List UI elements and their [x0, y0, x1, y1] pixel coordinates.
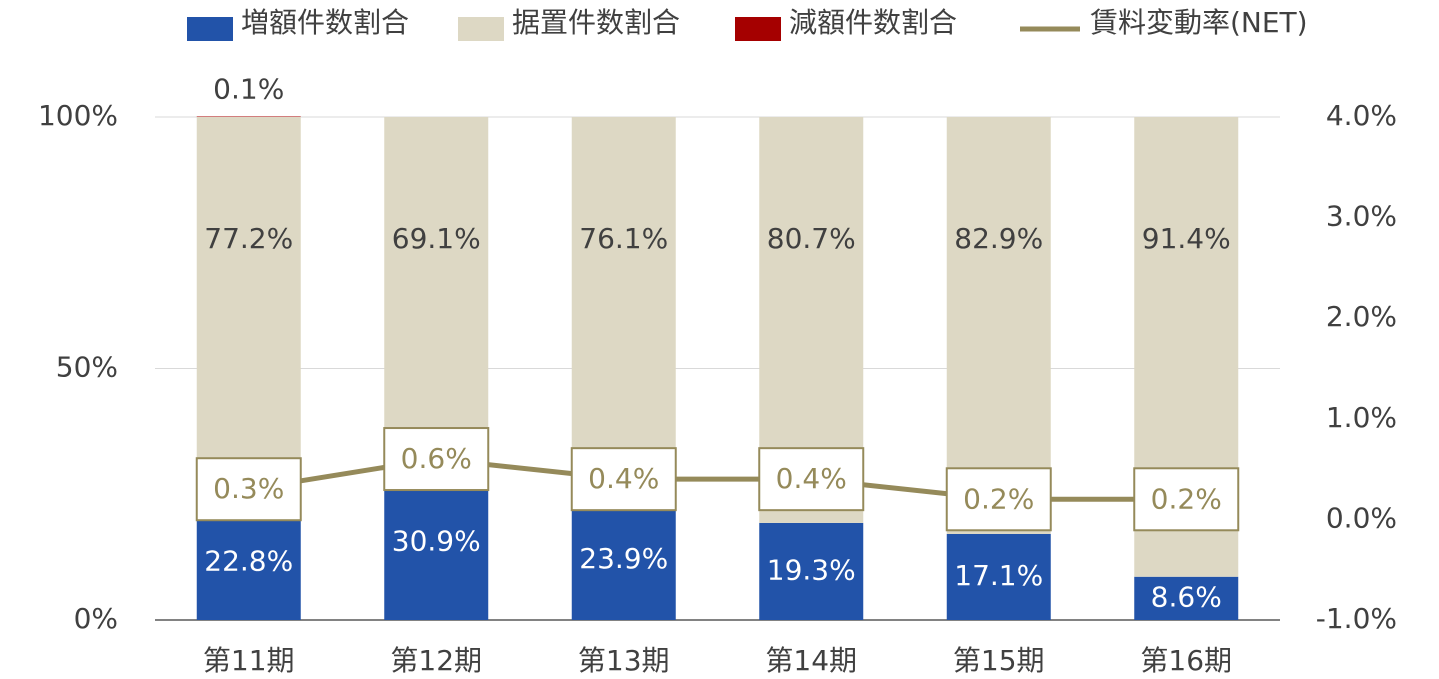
data-label: 91.4%: [1142, 222, 1231, 255]
bar-segment: [759, 522, 864, 620]
bar-segment: [196, 505, 301, 620]
data-label: 82.9%: [954, 222, 1043, 255]
legend-label: 減額件数割合: [789, 6, 957, 39]
x-tick-label: 第11期: [203, 644, 295, 677]
y2-tick-label: 2.0%: [1326, 300, 1397, 333]
y2-tick-label: 0.0%: [1326, 501, 1397, 534]
data-label: 76.1%: [579, 222, 668, 255]
data-label: 80.7%: [767, 222, 856, 255]
y-tick-label: 50%: [56, 351, 118, 384]
bar-segment: [571, 117, 676, 500]
data-label-box: [945, 467, 1052, 532]
data-label: 0.4%: [776, 462, 847, 495]
data-label: 17.1%: [954, 559, 1043, 592]
data-label-box: [195, 457, 302, 522]
y2-tick-label: -1.0%: [1316, 602, 1397, 635]
bar-segment: [946, 533, 1051, 620]
data-label: 0.1%: [213, 72, 284, 105]
data-label: 19.3%: [767, 553, 856, 586]
data-label: 0.3%: [213, 472, 284, 505]
data-label: 0.2%: [963, 482, 1034, 515]
data-label-box: [1133, 467, 1240, 532]
legend-label: 据置件数割合: [512, 6, 680, 39]
data-label: 69.1%: [392, 222, 481, 255]
data-label-box: [383, 427, 490, 492]
y-tick-label: 100%: [38, 99, 118, 132]
y2-tick-label: 1.0%: [1326, 401, 1397, 434]
x-tick-label: 第16期: [1140, 644, 1232, 677]
y-tick-label: 0%: [74, 602, 118, 635]
x-tick-label: 第13期: [578, 644, 670, 677]
data-label: 8.6%: [1151, 580, 1222, 613]
legend-label: 賃料変動率(NET): [1090, 6, 1308, 39]
bar-segment: [946, 117, 1051, 534]
data-label: 30.9%: [392, 524, 481, 557]
x-tick-label: 第15期: [953, 644, 1045, 677]
legend-swatch: [735, 17, 781, 41]
bar-segment: [384, 117, 489, 465]
data-label: 23.9%: [579, 542, 668, 575]
data-label: 0.2%: [1151, 482, 1222, 515]
bar-segment: [571, 499, 676, 620]
data-label: 0.4%: [588, 462, 659, 495]
data-label: 22.8%: [204, 545, 293, 578]
bar-segment: [196, 117, 301, 506]
x-tick-label: 第12期: [390, 644, 482, 677]
data-label-box: [570, 447, 677, 512]
data-label: 77.2%: [204, 222, 293, 255]
bar-segment: [1134, 576, 1239, 620]
data-label-box: [758, 447, 865, 512]
legend-label: 増額件数割合: [241, 6, 409, 39]
legend-swatch: [187, 17, 233, 41]
y2-tick-label: 3.0%: [1326, 200, 1397, 233]
x-tick-label: 第14期: [765, 644, 857, 677]
legend-swatch: [458, 17, 504, 41]
data-label: 0.6%: [401, 442, 472, 475]
y2-tick-label: 4.0%: [1326, 99, 1397, 132]
bar-segment: [196, 116, 301, 117]
